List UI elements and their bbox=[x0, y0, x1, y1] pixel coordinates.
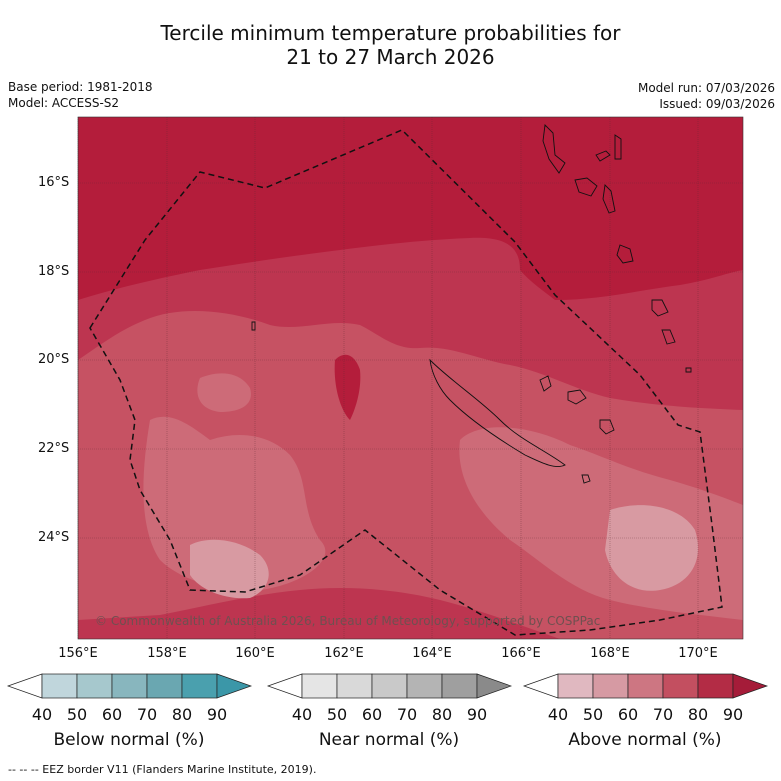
lat-tick-24s: 24°S bbox=[38, 530, 70, 545]
new-caledonia bbox=[429, 358, 566, 467]
above-tick-70: 70 bbox=[652, 705, 674, 724]
colorbar-near bbox=[266, 673, 513, 699]
below-tick-60: 60 bbox=[101, 705, 123, 724]
lon-tick-166e: 166°E bbox=[501, 646, 541, 661]
near-tick-90: 90 bbox=[466, 705, 488, 724]
above-tick-40: 40 bbox=[547, 705, 569, 724]
copyright-notice: © Commonwealth of Australia 2026, Bureau… bbox=[95, 614, 601, 628]
field-90-streak bbox=[334, 354, 361, 420]
lon-tick-160e: 160°E bbox=[235, 646, 275, 661]
coastlines bbox=[251, 124, 692, 484]
base-period: Base period: 1981-2018 bbox=[8, 80, 153, 94]
below-tick-40: 40 bbox=[31, 705, 53, 724]
lon-tick-170e: 170°E bbox=[678, 646, 718, 661]
map-frame bbox=[77, 116, 744, 640]
vanuatu-islands bbox=[542, 124, 676, 345]
lon-tick-162e: 162°E bbox=[324, 646, 364, 661]
lon-tick-168e: 168°E bbox=[590, 646, 630, 661]
above-tick-60: 60 bbox=[617, 705, 639, 724]
above-tick-50: 50 bbox=[582, 705, 604, 724]
field-50-region bbox=[190, 505, 699, 599]
field-60-region bbox=[143, 373, 743, 620]
graticule bbox=[77, 117, 743, 639]
colorbar-below bbox=[6, 673, 253, 699]
near-tick-50: 50 bbox=[326, 705, 348, 724]
small-islets bbox=[595, 150, 692, 373]
near-normal-label: Near normal (%) bbox=[318, 730, 460, 750]
loyalty-islands bbox=[539, 375, 615, 435]
below-normal-label: Below normal (%) bbox=[53, 730, 205, 750]
chesterfield bbox=[251, 321, 256, 331]
near-tick-60: 60 bbox=[361, 705, 383, 724]
lon-tick-156e: 156°E bbox=[58, 646, 98, 661]
lat-tick-22s: 22°S bbox=[38, 441, 70, 456]
map-title-line2: 21 to 27 March 2026 bbox=[286, 45, 495, 69]
lat-tick-16s: 16°S bbox=[38, 175, 70, 190]
above-tick-80: 80 bbox=[687, 705, 709, 724]
above-tick-90: 90 bbox=[722, 705, 744, 724]
model-run: Model run: 07/03/2026 bbox=[637, 81, 775, 95]
lon-tick-164e: 164°E bbox=[412, 646, 452, 661]
near-tick-40: 40 bbox=[291, 705, 313, 724]
isle-of-pines bbox=[581, 474, 591, 484]
colorbar-above bbox=[522, 673, 769, 699]
lon-tick-158e: 158°E bbox=[147, 646, 187, 661]
probability-field bbox=[78, 117, 743, 639]
lat-tick-18s: 18°S bbox=[38, 264, 70, 279]
below-tick-90: 90 bbox=[206, 705, 228, 724]
eez-legend-note: -- -- -- EEZ border V11 (Flanders Marine… bbox=[8, 763, 317, 776]
map-title-line1: Tercile minimum temperature probabilitie… bbox=[160, 21, 621, 45]
below-tick-50: 50 bbox=[66, 705, 88, 724]
above-normal-label: Above normal (%) bbox=[568, 730, 722, 750]
near-tick-70: 70 bbox=[396, 705, 418, 724]
below-tick-70: 70 bbox=[136, 705, 158, 724]
model-name: Model: ACCESS-S2 bbox=[8, 96, 120, 110]
issued-date: Issued: 09/03/2026 bbox=[659, 97, 775, 111]
eez-border bbox=[89, 129, 723, 636]
below-tick-80: 80 bbox=[171, 705, 193, 724]
lat-tick-20s: 20°S bbox=[38, 352, 70, 367]
near-tick-80: 80 bbox=[431, 705, 453, 724]
